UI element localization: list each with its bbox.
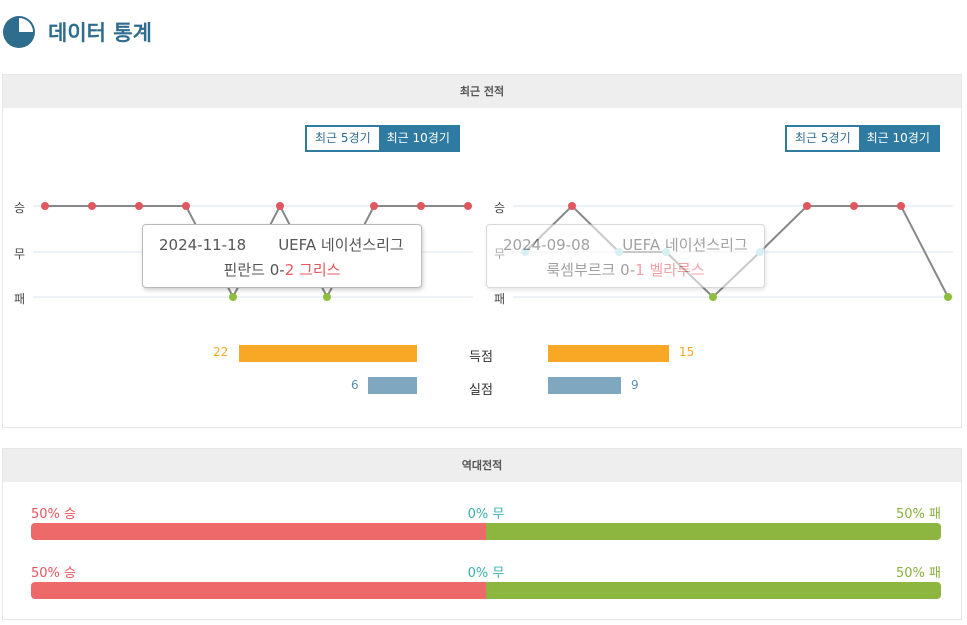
h2h-row: 50% 승 0% 무 50% 패 [31, 562, 941, 599]
goals-conceded-label: 실점 [469, 383, 493, 398]
h2h-loss-label: 50% 패 [896, 507, 941, 522]
left-form-point[interactable] [464, 202, 472, 210]
left-range-toggle: 최근 5경기 최근 10경기 [305, 125, 460, 152]
h2h-loss-segment [486, 582, 941, 599]
head-to-head-title: 역대전적 [3, 449, 961, 482]
left-last5-button[interactable]: 최근 5경기 [307, 127, 379, 150]
tooltip-date: 2024-09-08 [503, 236, 591, 254]
right-goals-conceded-value: 9 [631, 378, 639, 392]
left-form-point[interactable] [229, 293, 237, 301]
page-title: 데이터 통계 [48, 21, 152, 45]
tooltip-away-score: 1 [635, 261, 645, 279]
tooltip-away-team: 그리스 [299, 261, 341, 279]
tooltip-home-score: 0 [269, 261, 280, 279]
left-ylabel-win: 승 [14, 201, 26, 215]
right-last10-button[interactable]: 최근 10경기 [858, 127, 938, 150]
tooltip-score-sep: - [629, 261, 636, 279]
tooltip-league: UEFA 네이션스리그 [622, 236, 748, 254]
h2h-loss-segment [486, 523, 941, 540]
left-form-point[interactable] [417, 202, 425, 210]
right-match-tooltip: 2024-09-08 UEFA 네이션스리그 룩셈부르크 0-1 벨라루스 [486, 224, 765, 288]
pie-chart-icon [3, 16, 35, 48]
tooltip-away-score: 2 [284, 261, 295, 279]
tooltip-date: 2024-11-18 [159, 236, 247, 254]
right-last5-button[interactable]: 최근 5경기 [787, 127, 859, 150]
right-form-point[interactable] [803, 202, 811, 210]
h2h-win-segment [31, 582, 486, 599]
tooltip-home-score: 0 [620, 261, 630, 279]
right-ylabel-win: 승 [494, 201, 506, 215]
left-goals-scored-bar [239, 345, 417, 362]
right-ylabel-loss: 패 [494, 292, 506, 306]
head-to-head-panel: 역대전적 50% 승 0% 무 50% 패 50% 승 0% 무 50% 패 [2, 448, 962, 620]
right-goals-scored-value: 15 [679, 345, 695, 359]
goals-scored-label: 득점 [469, 350, 493, 365]
left-form-point[interactable] [41, 202, 49, 210]
page-header: 데이터 통계 [0, 0, 967, 62]
left-form-point[interactable] [276, 202, 284, 210]
right-form-point[interactable] [568, 202, 576, 210]
h2h-draw-label: 0% 무 [467, 507, 505, 522]
right-form-point[interactable] [897, 202, 905, 210]
right-form-point[interactable] [709, 293, 717, 301]
tooltip-league: UEFA 네이션스리그 [278, 236, 404, 254]
left-form-point[interactable] [323, 293, 331, 301]
left-ylabel-draw: 무 [14, 247, 26, 261]
left-goals-conceded-bar [368, 377, 417, 394]
h2h-win-label: 50% 승 [31, 507, 76, 522]
recent-form-title: 최근 전적 [3, 75, 961, 108]
recent-form-panel: 최근 전적 최근 5경기 최근 10경기 최근 5경기 최근 10경기 승 무 … [2, 74, 962, 428]
h2h-row: 50% 승 0% 무 50% 패 [31, 503, 941, 540]
h2h-bar [31, 582, 941, 599]
right-range-toggle: 최근 5경기 최근 10경기 [785, 125, 940, 152]
left-form-point[interactable] [182, 202, 190, 210]
h2h-win-label: 50% 승 [31, 566, 76, 581]
tooltip-away-team: 벨라루스 [649, 261, 705, 279]
left-form-point[interactable] [370, 202, 378, 210]
left-form-point[interactable] [135, 202, 143, 210]
tooltip-home-team: 룩셈부르크 [546, 261, 616, 279]
right-form-point[interactable] [944, 293, 952, 301]
left-goals-conceded-value: 6 [351, 378, 359, 392]
right-goals-conceded-bar [548, 377, 621, 394]
h2h-bar [31, 523, 941, 540]
h2h-win-segment [31, 523, 486, 540]
h2h-loss-label: 50% 패 [896, 566, 941, 581]
left-goals-scored-value: 22 [213, 345, 229, 359]
right-goals-scored-bar [548, 345, 669, 362]
left-last10-button[interactable]: 최근 10경기 [378, 127, 458, 150]
left-form-point[interactable] [88, 202, 96, 210]
tooltip-score-sep: - [279, 261, 285, 279]
left-ylabel-loss: 패 [14, 292, 26, 306]
h2h-draw-label: 0% 무 [467, 566, 505, 581]
left-match-tooltip: 2024-11-18 UEFA 네이션스리그 핀란드 0-2 그리스 [142, 224, 422, 288]
right-form-point[interactable] [850, 202, 858, 210]
tooltip-home-team: 핀란드 [223, 261, 265, 279]
